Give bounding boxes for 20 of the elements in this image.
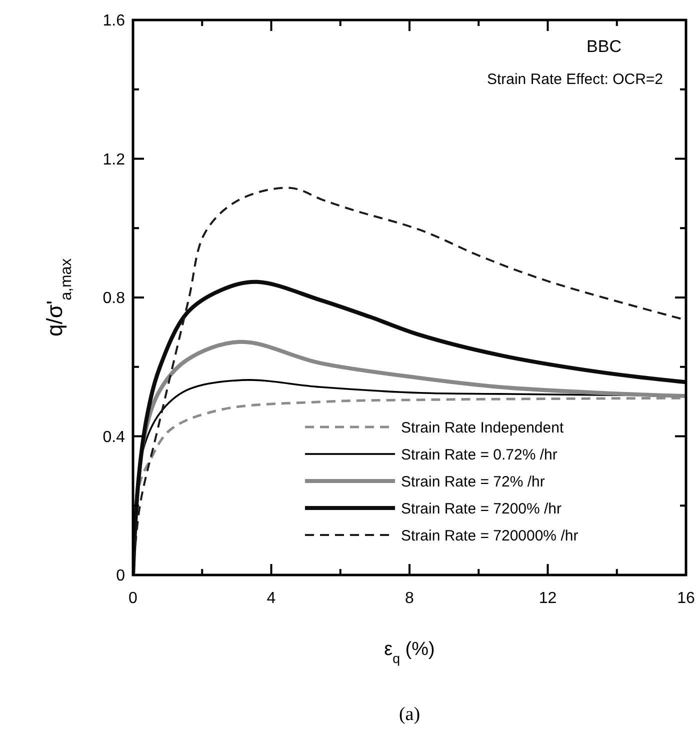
y-tick-label: 1.6: [102, 12, 126, 30]
x-tick-label: 0: [128, 590, 138, 607]
x-axis-title: ε$_{q}$ (%): [384, 639, 435, 666]
y-tick-label: 0.4: [102, 428, 126, 446]
legend-label: Strain Rate = 72% /hr: [401, 473, 545, 490]
text: BBC: [586, 37, 622, 56]
x-tick-label: 16: [677, 590, 695, 607]
text: (a): [398, 704, 420, 725]
legend-label: Strain Rate = 0.72% /hr: [401, 446, 558, 464]
y-tick-label: 0.8: [102, 290, 126, 308]
legend-label: Strain Rate = 720000% /hr: [401, 527, 578, 544]
legend-label: Strain Rate Independent: [401, 419, 564, 436]
x-tick-label: 4: [266, 590, 276, 607]
y-tick-label: 0: [116, 568, 126, 585]
x-tick-label: 12: [538, 590, 557, 607]
text: Strain Rate Effect: OCR=2: [486, 71, 664, 88]
x-tick-label: 8: [405, 590, 414, 607]
legend-label: Strain Rate = 7200% /hr: [401, 500, 562, 518]
line-series: [133, 280, 686, 575]
y-tick-label: 1.2: [102, 151, 126, 168]
